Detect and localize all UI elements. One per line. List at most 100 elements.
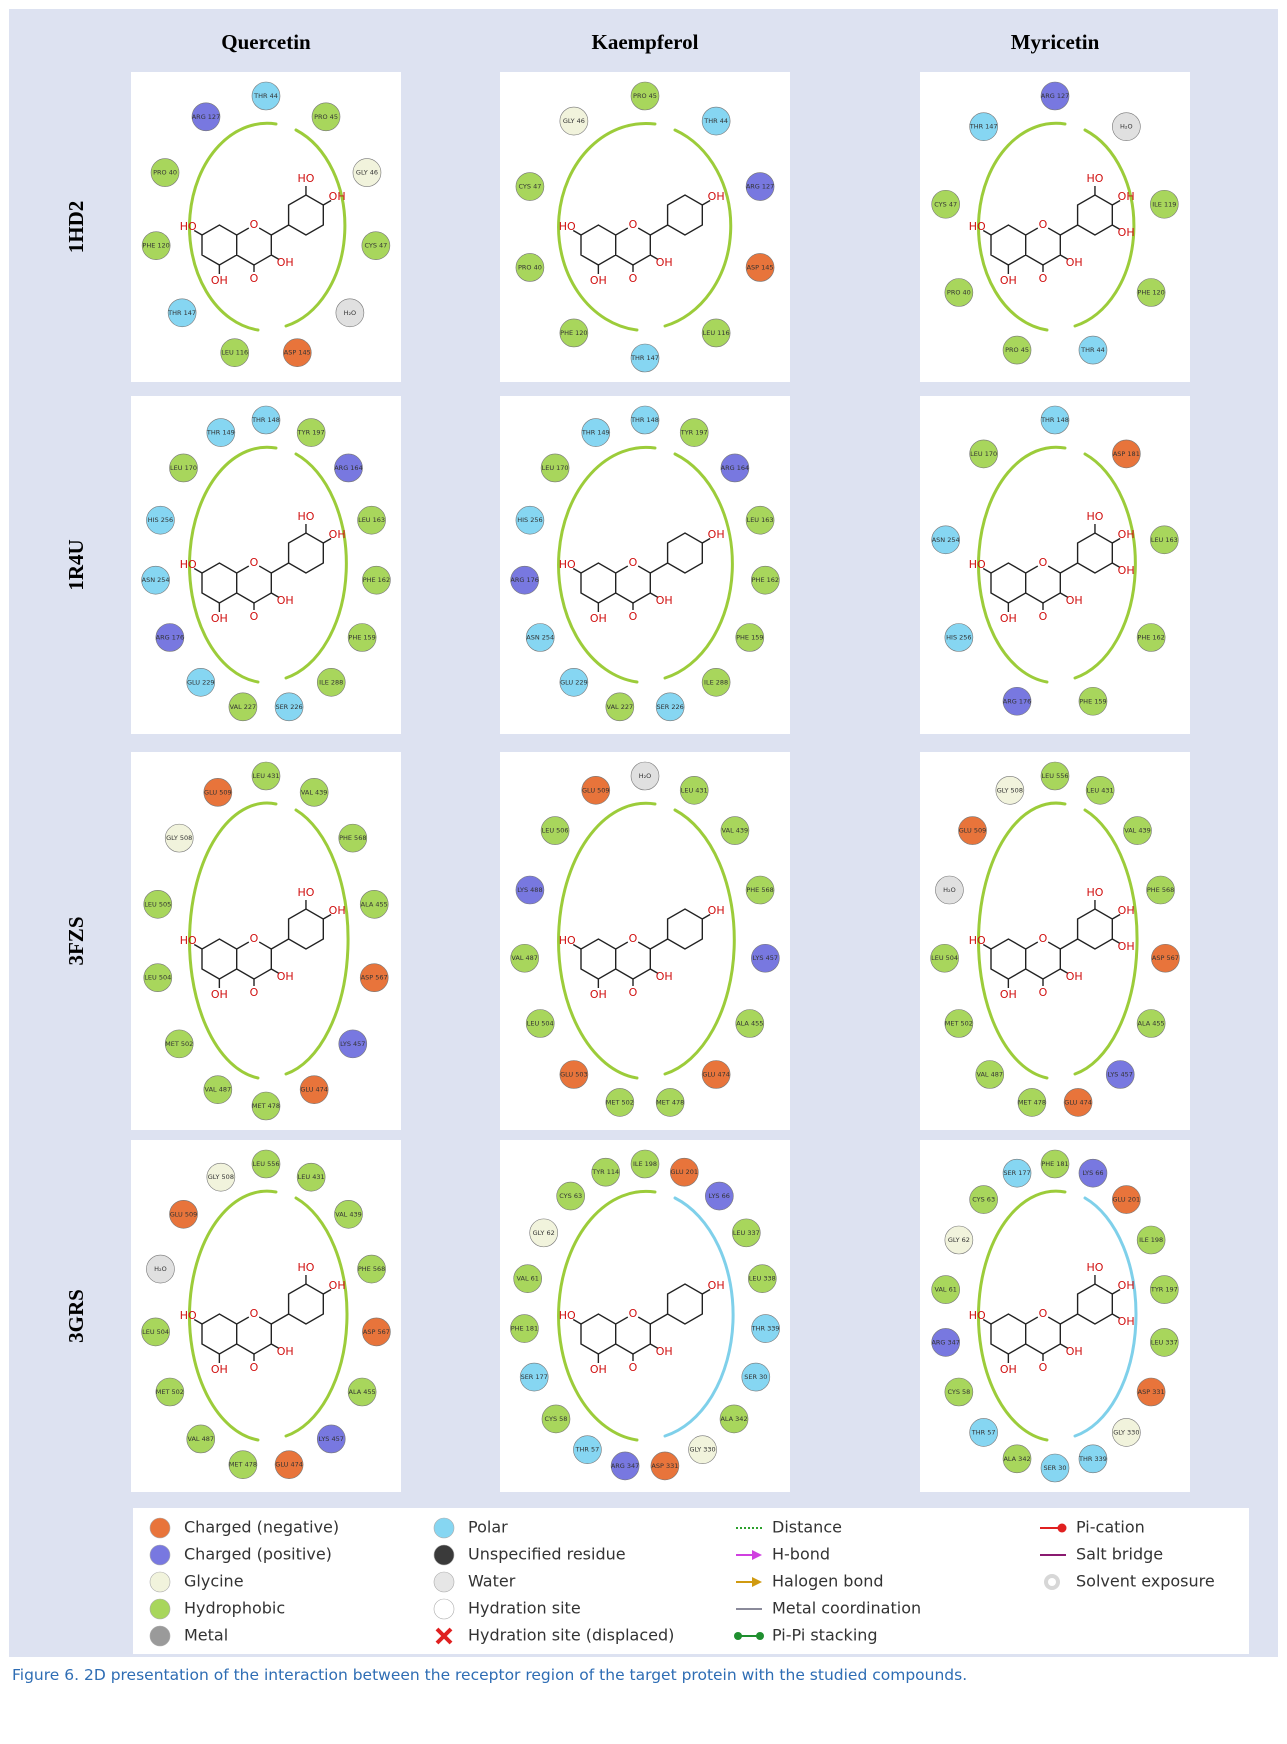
atom-label: OH [1118, 1315, 1135, 1328]
legend-label: Pi-cation [1076, 1518, 1145, 1537]
residue-label: ARG 164 [721, 464, 749, 472]
residue-label: GLU 509 [170, 1210, 198, 1218]
residue-label: THR 149 [581, 429, 610, 437]
residue-label: PHE 162 [1137, 634, 1164, 642]
panel [131, 72, 401, 382]
residue-label: THR 148 [251, 416, 280, 424]
legend-label: Hydrophobic [184, 1599, 285, 1618]
residue-label: LYS 457 [1108, 1070, 1133, 1078]
legend-symbol [434, 1545, 454, 1565]
residue-label: ALA 455 [736, 1020, 763, 1028]
residue-label: H₂O [1120, 123, 1133, 131]
atom-label: O [629, 556, 638, 569]
legend-symbol [150, 1599, 170, 1619]
residue-label: ALA 455 [1138, 1020, 1165, 1028]
atom-label: OH [708, 190, 725, 203]
atom-label: OH [590, 988, 607, 1001]
panel [920, 752, 1190, 1130]
residue-label: THR 147 [630, 354, 659, 362]
residue-label: GLU 474 [1064, 1098, 1092, 1106]
residue-label: SER 30 [744, 1373, 767, 1381]
atom-label: OH [329, 904, 346, 917]
legend-symbol [434, 1599, 454, 1619]
residue-label: GLU 229 [187, 678, 215, 686]
residue-label: TYR 197 [1150, 1286, 1178, 1294]
atom-label: HO [180, 1309, 197, 1322]
atom-label: O [1039, 1307, 1048, 1320]
residue-label: LEU 431 [681, 786, 708, 794]
residue-label: PHE 568 [1147, 886, 1174, 894]
residue-label: LEU 170 [542, 464, 569, 472]
atom-label: HO [969, 558, 986, 571]
residue-label: MET 478 [229, 1461, 257, 1469]
residue-label: ASP 331 [651, 1462, 678, 1470]
residue-label: MET 502 [945, 1020, 973, 1028]
atom-label: O [250, 610, 259, 623]
residue-label: LYS 66 [1082, 1169, 1103, 1177]
atom-label: HO [1086, 172, 1103, 185]
atom-label: OH [708, 1279, 725, 1292]
atom-label: OH [329, 190, 346, 203]
residue-label: ASP 567 [361, 974, 388, 982]
residue-label: MET 502 [156, 1388, 184, 1396]
residue-label: LEU 431 [298, 1173, 325, 1181]
residue-label: PHE 159 [1079, 697, 1106, 705]
residue-label: GLY 62 [533, 1229, 555, 1237]
residue-label: LYS 66 [709, 1192, 730, 1200]
residue-label: ARG 176 [510, 576, 538, 584]
atom-label: OH [1118, 940, 1135, 953]
atom-label: HO [559, 934, 576, 947]
atom-label: OH [211, 274, 228, 287]
column-header: Quercetin [221, 30, 311, 54]
panel [500, 752, 790, 1130]
residue-label: LYS 488 [517, 886, 542, 894]
atom-label: O [250, 932, 259, 945]
residue-label: GLU 503 [560, 1070, 588, 1078]
residue-label: LEU 431 [1087, 786, 1114, 794]
legend-symbol [756, 1632, 764, 1640]
atom-label: HO [559, 558, 576, 571]
atom-label: HO [1086, 1261, 1103, 1274]
atom-label: OH [1118, 564, 1135, 577]
residue-label: LEU 338 [749, 1275, 776, 1283]
residue-label: GLY 330 [1113, 1428, 1139, 1436]
residue-label: GLU 509 [582, 786, 610, 794]
residue-label: GLY 46 [356, 169, 378, 177]
legend-symbol [150, 1626, 170, 1646]
residue-label: ASN 254 [932, 536, 960, 544]
residue-label: THR 148 [630, 416, 659, 424]
residue-label: LEU 116 [221, 349, 248, 357]
residue-label: GLY 46 [563, 117, 585, 125]
residue-label: GLU 474 [275, 1461, 303, 1469]
residue-label: GLU 474 [300, 1086, 328, 1094]
atom-label: OH [656, 594, 673, 607]
residue-label: VAL 487 [187, 1435, 214, 1443]
residue-label: LEU 504 [527, 1020, 554, 1028]
residue-label: THR 147 [969, 123, 998, 131]
column-header: Kaempferol [592, 30, 699, 54]
residue-label: CYS 63 [559, 1192, 582, 1200]
residue-label: LEU 505 [144, 900, 171, 908]
panel [131, 1140, 401, 1492]
atom-label: OH [656, 1345, 673, 1358]
residue-label: GLU 474 [702, 1070, 730, 1078]
atom-label: O [1039, 556, 1048, 569]
legend-label: Distance [772, 1518, 842, 1537]
residue-label: LEU 504 [142, 1328, 169, 1336]
atom-label: O [1039, 1361, 1048, 1374]
residue-label: SER 177 [1003, 1169, 1030, 1177]
atom-label: O [629, 610, 638, 623]
atom-label: OH [656, 970, 673, 983]
residue-label: PHE 181 [1041, 1160, 1068, 1168]
atom-label: OH [1000, 988, 1017, 1001]
residue-label: MET 502 [165, 1040, 193, 1048]
residue-label: GLU 229 [560, 678, 588, 686]
residue-label: LEU 556 [253, 1160, 280, 1168]
atom-label: O [250, 1307, 259, 1320]
residue-label: TYR 197 [297, 429, 325, 437]
residue-label: GLY 508 [997, 786, 1023, 794]
residue-label: VAL 439 [722, 827, 749, 835]
atom-label: O [1039, 272, 1048, 285]
residue-label: PHE 120 [560, 329, 587, 337]
residue-label: ARG 164 [334, 464, 362, 472]
